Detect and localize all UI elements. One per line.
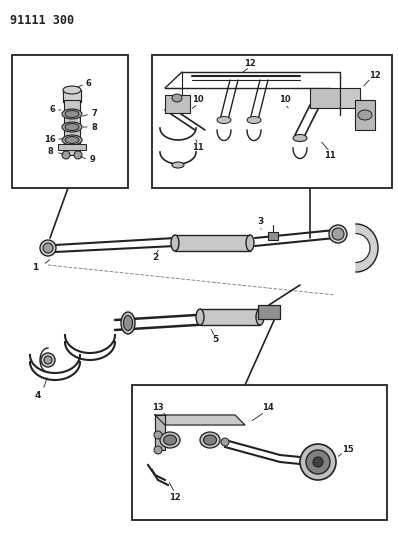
Ellipse shape: [246, 235, 254, 251]
Text: 12: 12: [244, 59, 256, 68]
Bar: [268, 232, 278, 240]
Text: 15: 15: [342, 446, 354, 455]
Text: 10: 10: [192, 95, 204, 104]
Text: 2: 2: [152, 254, 158, 262]
Circle shape: [43, 243, 53, 253]
Circle shape: [329, 225, 347, 243]
Circle shape: [40, 240, 56, 256]
Ellipse shape: [217, 117, 231, 124]
Circle shape: [62, 151, 70, 159]
Text: 16: 16: [44, 134, 56, 143]
Text: 4: 4: [35, 391, 41, 400]
Text: 10: 10: [279, 95, 291, 104]
Text: 91111 300: 91111 300: [10, 14, 74, 27]
Ellipse shape: [164, 435, 176, 445]
Text: 8: 8: [47, 148, 53, 157]
Text: 9: 9: [89, 156, 95, 165]
Circle shape: [306, 450, 330, 474]
Ellipse shape: [62, 135, 82, 145]
Bar: [58, 144, 86, 150]
Circle shape: [313, 457, 323, 467]
Text: 13: 13: [152, 403, 164, 413]
Ellipse shape: [62, 122, 82, 132]
Ellipse shape: [65, 136, 79, 143]
Bar: [63, 90, 81, 102]
Ellipse shape: [172, 94, 182, 102]
Ellipse shape: [256, 309, 264, 325]
Ellipse shape: [65, 124, 79, 131]
Text: 12: 12: [169, 492, 181, 502]
Ellipse shape: [358, 110, 372, 120]
Text: 12: 12: [369, 70, 381, 79]
Circle shape: [74, 151, 82, 159]
Ellipse shape: [172, 162, 184, 168]
Text: 7: 7: [91, 109, 97, 118]
Polygon shape: [155, 415, 165, 450]
Bar: [165, 95, 190, 113]
Circle shape: [44, 356, 52, 364]
Text: 5: 5: [212, 335, 218, 344]
Text: 11: 11: [192, 143, 204, 152]
Polygon shape: [356, 224, 378, 272]
Ellipse shape: [293, 134, 307, 141]
Ellipse shape: [160, 432, 180, 448]
Bar: [340, 88, 360, 108]
Ellipse shape: [63, 86, 81, 94]
Bar: [175, 235, 250, 251]
Ellipse shape: [200, 432, 220, 448]
Polygon shape: [155, 415, 245, 425]
Bar: [64, 100, 80, 155]
Ellipse shape: [121, 312, 135, 334]
Text: 11: 11: [324, 150, 336, 159]
Ellipse shape: [171, 235, 179, 251]
Ellipse shape: [123, 316, 133, 330]
Circle shape: [221, 438, 229, 446]
Circle shape: [300, 444, 336, 480]
Bar: [310, 88, 340, 108]
Text: 8: 8: [91, 123, 97, 132]
Bar: [132, 385, 387, 520]
Text: 6: 6: [49, 106, 55, 115]
Text: 3: 3: [257, 217, 263, 227]
Bar: [12, 55, 128, 188]
Bar: [258, 305, 280, 319]
Circle shape: [154, 446, 162, 454]
Ellipse shape: [247, 117, 261, 124]
Ellipse shape: [196, 309, 204, 325]
Ellipse shape: [65, 110, 79, 117]
Circle shape: [154, 431, 162, 439]
Text: 1: 1: [32, 263, 38, 272]
Text: 6: 6: [85, 79, 91, 88]
Bar: [152, 55, 392, 188]
Bar: [355, 100, 375, 130]
Circle shape: [332, 228, 344, 240]
Circle shape: [41, 353, 55, 367]
Ellipse shape: [62, 109, 82, 119]
Text: 14: 14: [262, 403, 274, 413]
Bar: [200, 309, 260, 325]
Ellipse shape: [203, 435, 217, 445]
